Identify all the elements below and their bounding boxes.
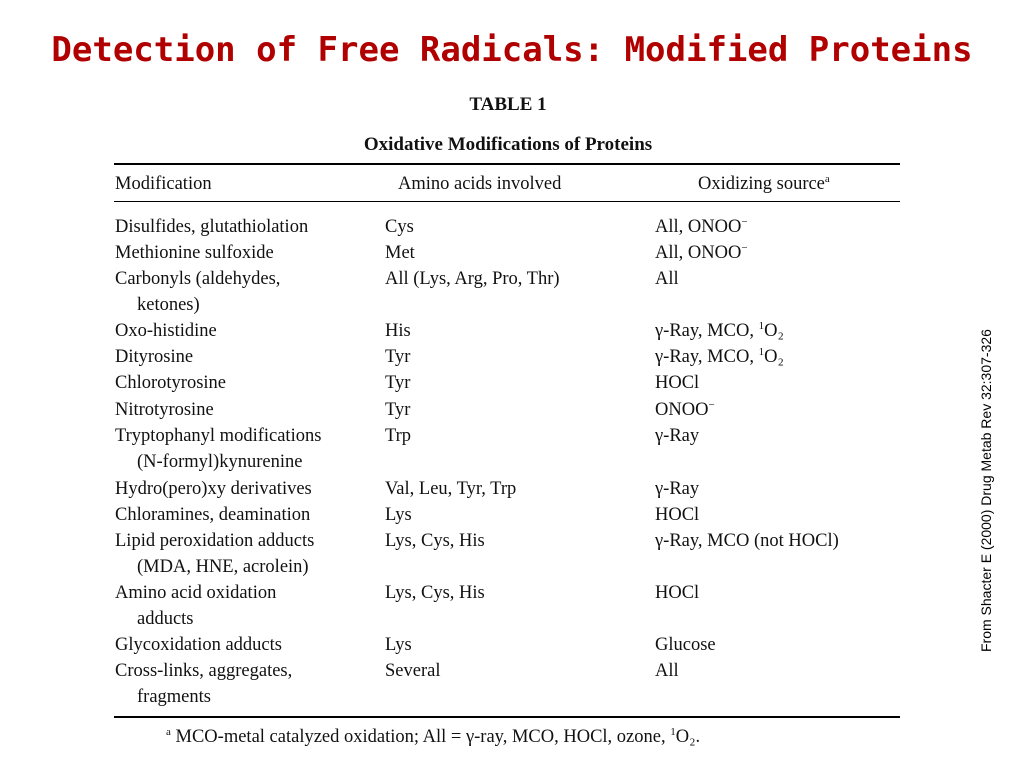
cell-amino-acids: Cys: [385, 217, 414, 237]
cell-oxidizing-source: ONOO−: [655, 398, 715, 420]
footnote-mark: a: [824, 172, 830, 185]
header-amino-acids: Amino acids involved: [398, 174, 562, 194]
cell-amino-acids: Trp: [385, 426, 412, 446]
cell-modification: Carbonyls (aldehydes, ketones): [115, 269, 281, 315]
cell-oxidizing-source: Glucose: [655, 635, 716, 655]
cell-oxidizing-source: γ-Ray, MCO, 1O₂: [655, 319, 784, 341]
cell-amino-acids: Lys: [385, 505, 412, 525]
cell-oxidizing-source: γ-Ray: [655, 479, 700, 499]
cell-amino-acids: All (Lys, Arg, Pro, Thr): [385, 269, 560, 289]
cell-amino-acids: Lys: [385, 635, 412, 655]
cell-amino-acids: Lys, Cys, His: [385, 531, 485, 551]
table-top-rule: [114, 163, 900, 165]
cell-oxidizing-source: γ-Ray, MCO (not HOCl): [655, 531, 839, 551]
cell-modification: Dityrosine: [115, 347, 194, 367]
cell-oxidizing-source: γ-Ray, MCO, 1O₂: [655, 345, 784, 367]
cell-modification: Chloramines, deamination: [115, 505, 311, 525]
cell-amino-acids: Lys, Cys, His: [385, 583, 485, 603]
cell-oxidizing-source: HOCl: [655, 505, 700, 525]
cell-amino-acids: Tyr: [385, 373, 411, 393]
cell-oxidizing-source: HOCl: [655, 373, 700, 393]
cell-amino-acids: Met: [385, 243, 415, 263]
table-label: TABLE 1: [469, 94, 547, 115]
table-header-rule: [114, 201, 900, 202]
slide-title: Detection of Free Radicals: Modified Pro…: [51, 30, 973, 70]
cell-modification: Lipid peroxidation adducts (MDA, HNE, acr…: [115, 531, 315, 577]
cell-amino-acids: Val, Leu, Tyr, Trp: [385, 479, 517, 499]
table-bottom-rule: [114, 716, 900, 718]
table-caption: Oxidative Modifications of Proteins: [363, 134, 653, 155]
cell-modification: Disulfides, glutathiolation: [115, 217, 309, 237]
cell-oxidizing-source: All, ONOO−: [655, 215, 748, 237]
cell-modification: Amino acid oxidation adducts: [115, 583, 277, 629]
source-credit: From Shacter E (2000) Drug Metab Rev 32:…: [978, 329, 994, 652]
header-modification: Modification: [115, 174, 212, 194]
cell-modification: Oxo-histidine: [115, 321, 217, 341]
cell-amino-acids: Tyr: [385, 400, 411, 420]
cell-modification: Tryptophanyl modifications (N-formyl)kynu…: [115, 426, 322, 472]
cell-amino-acids: His: [385, 321, 411, 341]
cell-modification: Hydro(pero)xy derivatives: [115, 479, 312, 499]
cell-modification: Glycoxidation adducts: [115, 635, 282, 655]
cell-modification: Nitrotyrosine: [115, 400, 214, 420]
cell-amino-acids: Tyr: [385, 347, 411, 367]
cell-modification: Chlorotyrosine: [115, 373, 226, 393]
cell-oxidizing-source: All: [655, 269, 679, 289]
cell-amino-acids: Several: [385, 661, 441, 681]
cell-modification: Cross-links, aggregates, fragments: [115, 661, 293, 707]
cell-modification: Methionine sulfoxide: [115, 243, 274, 263]
cell-oxidizing-source: γ-Ray: [655, 426, 700, 446]
table-footnote: a MCO-metal catalyzed oxidation; All = γ…: [166, 725, 701, 747]
header-oxidizing-source: Oxidizing sourcea: [698, 172, 830, 194]
cell-oxidizing-source: HOCl: [655, 583, 700, 603]
footnote-mark: a: [166, 725, 171, 738]
cell-oxidizing-source: All: [655, 661, 679, 681]
cell-oxidizing-source: All, ONOO−: [655, 241, 748, 263]
